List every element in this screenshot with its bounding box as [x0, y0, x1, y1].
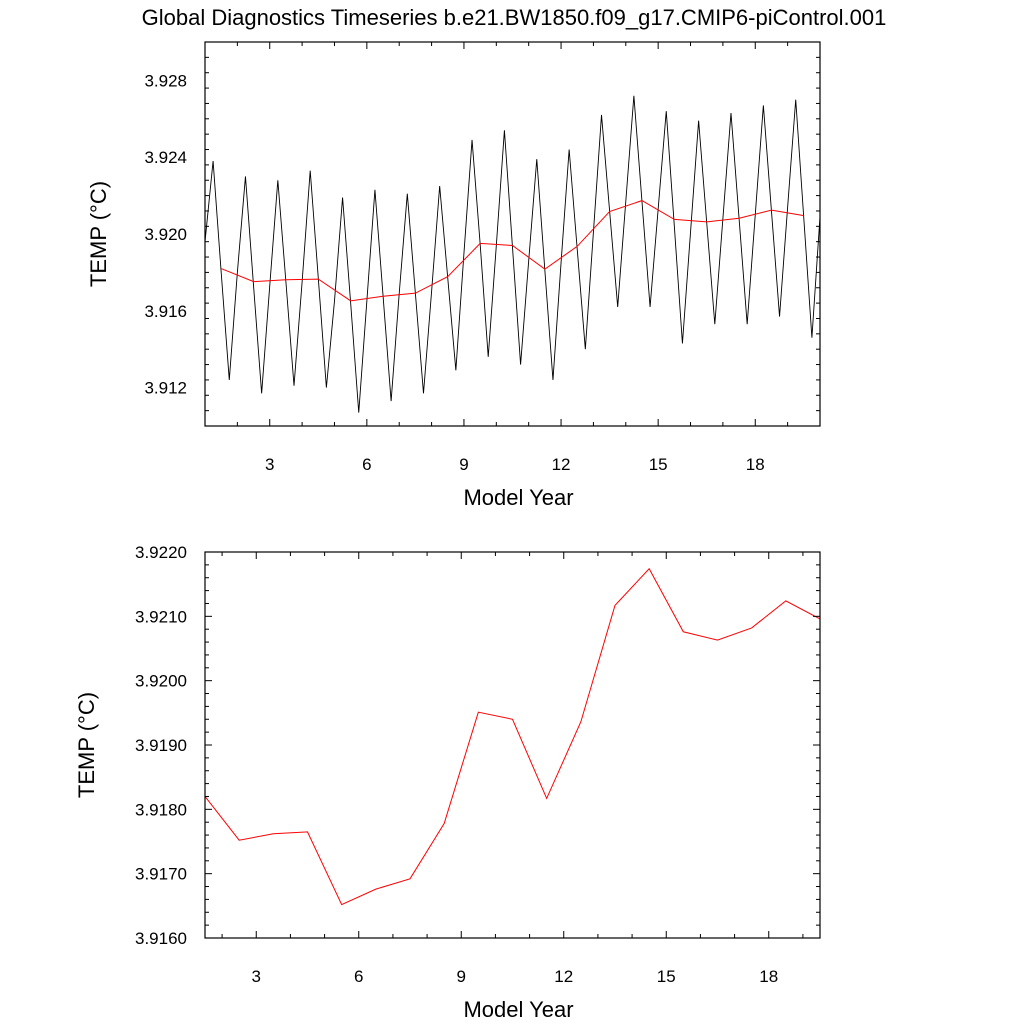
y-tick-label: 3.9190	[135, 736, 187, 755]
x-tick-label: 3	[252, 967, 261, 986]
x-tick-label: 12	[552, 455, 571, 474]
y-tick-label: 3.9210	[135, 607, 187, 626]
y-tick-label: 3.924	[144, 148, 187, 167]
x-tick-label: 12	[554, 967, 573, 986]
annual-series-line	[205, 567, 820, 906]
y-tick-label: 3.9170	[135, 865, 187, 884]
y-tick-label: 3.920	[144, 225, 187, 244]
y-tick-label: 3.9220	[135, 543, 187, 562]
plot-frame	[204, 41, 821, 427]
y-axis-title: TEMP (°C)	[86, 181, 111, 287]
x-tick-label: 9	[459, 455, 468, 474]
y-tick-label: 3.916	[144, 302, 187, 321]
figure-title: Global Diagnostics Timeseries b.e21.BW18…	[142, 5, 887, 30]
x-tick-label: 18	[759, 967, 778, 986]
x-tick-label: 15	[657, 967, 676, 986]
x-tick-label: 18	[746, 455, 765, 474]
x-axis-title: Model Year	[463, 997, 573, 1022]
x-tick-label: 9	[457, 967, 466, 986]
y-tick-label: 3.928	[144, 71, 187, 90]
top-panel: 3 6 9 12 15 18 3.912 3.916 3.920 3.924 3.928 Model …	[86, 41, 821, 510]
annual-series-line	[220, 200, 804, 302]
y-tick-label: 3.9200	[135, 672, 187, 691]
y-tick-label: 3.912	[144, 379, 187, 398]
monthly-series-line	[205, 95, 820, 413]
x-tick-label: 6	[362, 455, 371, 474]
x-axis-title: Model Year	[463, 485, 573, 510]
bottom-panel: 3 6 9 12 15 18 3.9160 3.9170 3.9180 3.9190 3.9200 3…	[74, 543, 821, 1022]
x-tick-label: 15	[649, 455, 668, 474]
x-tick-label: 6	[354, 967, 363, 986]
x-tick-label: 3	[265, 455, 274, 474]
y-axis-title: TEMP (°C)	[74, 692, 99, 798]
y-tick-label: 3.9180	[135, 800, 187, 819]
y-tick-label: 3.9160	[135, 929, 187, 948]
